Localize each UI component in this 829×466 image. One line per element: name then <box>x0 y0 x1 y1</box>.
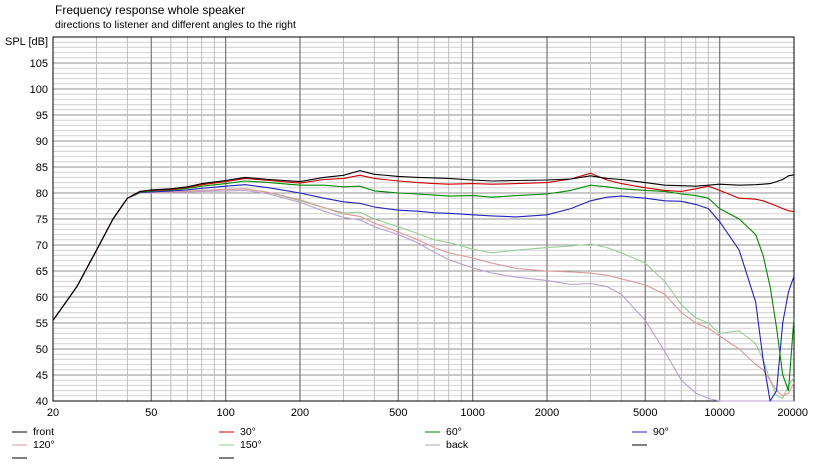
legend-label: 150° <box>240 439 262 451</box>
x-tick-label: 20000 <box>777 407 808 419</box>
legend-label: 120° <box>33 439 55 451</box>
x-tick-label: 2000 <box>535 407 559 419</box>
grid-lines <box>53 37 794 401</box>
series-line-30 <box>52 172 795 321</box>
y-tick-label: 70 <box>36 240 48 252</box>
y-tick-labels: 40 45 50 55 60 65 70 75 80 85 90 95 100 105 <box>30 58 48 408</box>
x-tick-label: 1000 <box>460 407 484 419</box>
y-tick-label: 100 <box>30 84 48 96</box>
legend-label: front <box>33 426 54 438</box>
x-tick-label: 20 <box>47 407 59 419</box>
legend-label: 30° <box>240 426 256 438</box>
x-tick-label: 500 <box>389 407 407 419</box>
legend-label: 90° <box>653 426 669 438</box>
legend-label: 60° <box>446 426 462 438</box>
plot-frame <box>52 36 795 402</box>
x-tick-label: 100 <box>216 407 234 419</box>
legend-label: back <box>446 439 469 451</box>
y-tick-label: 50 <box>36 344 48 356</box>
y-axis-label: SPL [dB] <box>5 36 48 48</box>
y-tick-label: 90 <box>36 136 48 148</box>
y-tick-label: 85 <box>36 162 48 174</box>
series-line-front <box>52 170 795 321</box>
chart-title: Frequency response whole speaker <box>55 3 245 17</box>
y-tick-label: 75 <box>36 214 48 226</box>
y-tick-label: 80 <box>36 188 48 200</box>
y-tick-label: 40 <box>36 396 48 408</box>
y-tick-label: 105 <box>30 58 48 70</box>
curves <box>52 170 795 402</box>
y-tick-label: 45 <box>36 370 48 382</box>
y-tick-label: 55 <box>36 318 48 330</box>
chart-subtitle: directions to listener and different ang… <box>55 19 296 31</box>
x-tick-labels: 20 50 100 200 500 1000 2000 5000 10000 20000 <box>47 407 808 419</box>
x-tick-label: 200 <box>291 407 309 419</box>
x-tick-label: 5000 <box>633 407 657 419</box>
series-line-120 <box>52 188 795 397</box>
series-line-60 <box>52 180 795 392</box>
y-tick-label: 65 <box>36 266 48 278</box>
x-tick-label: 10000 <box>704 407 735 419</box>
y-tick-label: 95 <box>36 110 48 122</box>
series-line-90 <box>52 184 795 402</box>
legend: front 30° 60° 90° 120° 150° back <box>12 426 669 459</box>
y-tick-label: 60 <box>36 292 48 304</box>
x-tick-label: 50 <box>145 407 157 419</box>
